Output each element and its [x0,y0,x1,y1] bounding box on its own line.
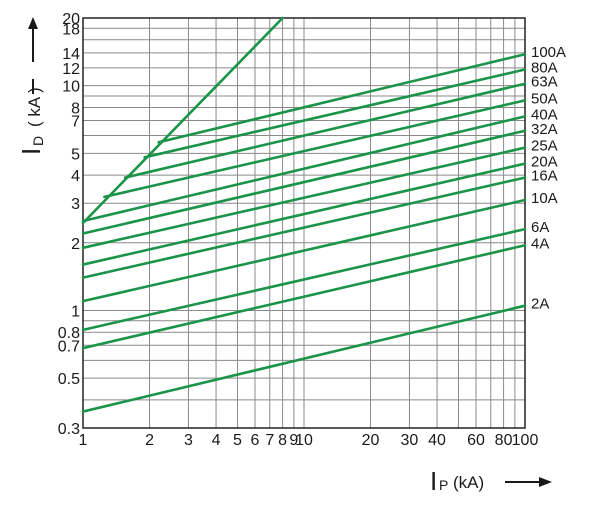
x-axis-title-main: I [430,466,437,496]
series-label-16a: 16A [531,168,558,185]
y-tick-label: 5 [71,146,80,163]
y-tick-label: 2 [71,236,80,253]
envelope-curve [81,16,284,225]
grid [82,17,526,429]
series-line-63a [123,82,527,179]
x-tick-labels: 1 2 3 4 5 6 7 8 910 20 30 40 60 80 100 [79,432,539,449]
y-tick-label: 4 [71,168,80,185]
y-tick-label: 0.8 [58,325,80,342]
series-label-32a: 32A [531,121,558,138]
x-tick-label: 2 [145,432,154,449]
series-line-20a [81,162,527,266]
x-tick-label: 8 [278,432,287,449]
x-tick-label: 60 [467,432,485,449]
series-line-100a [157,52,527,144]
series-line-25a [81,146,527,250]
y-tick-label: 8 [71,100,80,117]
x-tick-label: 20 [362,432,380,449]
series-line-80a [143,68,527,159]
y-tick-label: 20 [62,11,80,28]
y-tick-label: 12 [62,61,80,78]
x-tick-label: 1 [79,432,88,449]
y-tick-label: 0.5 [58,371,80,388]
series-line-10a [81,198,527,303]
series-line-50a [103,99,527,199]
x-tick-label: 10 [295,432,313,449]
series-label-2a: 2A [531,296,549,313]
y-axis-title-unit: ( kA ) [25,87,44,127]
x-tick-label: 7 [265,432,274,449]
y-tick-label: 14 [62,46,80,63]
series-line-2a [81,304,527,413]
y-axis-title: I D ( kA ) [16,87,46,155]
x-axis-title: I P (kA) [430,466,484,496]
series-line-4a [81,243,527,350]
y-tick-label: 0.3 [58,421,80,438]
x-tick-label: 5 [233,432,242,449]
x-axis-arrow-head [539,477,552,487]
x-tick-label: 3 [184,432,193,449]
series-label-100a: 100A [531,44,566,61]
series-label-10a: 10A [531,190,558,207]
series-label-50a: 50A [531,90,558,107]
x-tick-label: 100 [512,432,539,449]
y-axis-arrow-head [28,17,38,29]
x-tick-label: 80 [495,432,513,449]
y-tick-label: 3 [71,196,80,213]
series-label-63a: 63A [531,74,558,91]
series-label-80a: 80A [531,60,558,77]
y-tick-label: 10 [62,79,80,96]
y-tick-label: 18 [62,21,80,38]
y-axis-title-main: I [16,148,46,155]
series-line-6a [81,227,527,332]
series-label-6a: 6A [531,219,549,236]
y-tick-label: 7 [71,113,80,130]
series-label-4a: 4A [531,235,549,252]
x-tick-label: 9 [289,432,298,449]
x-axis-title-sub: P [439,477,448,493]
series-label-25a: 25A [531,138,558,155]
series-label-40a: 40A [531,106,558,123]
series-line-40a [81,115,527,223]
x-tick-label: 40 [428,432,446,449]
x-tick-label: 4 [212,432,221,449]
series-line-16a [81,176,527,279]
x-axis-title-unit: (kA) [453,473,484,492]
x-tick-label: 30 [401,432,419,449]
series-line-32a [81,129,527,235]
x-tick-label: 6 [251,432,260,449]
y-axis-title-sub: D [30,136,46,146]
y-tick-label: 1 [71,303,80,320]
series-label-20a: 20A [531,154,558,171]
curves [81,16,527,413]
y-tick-label: 0.7 [58,338,80,355]
